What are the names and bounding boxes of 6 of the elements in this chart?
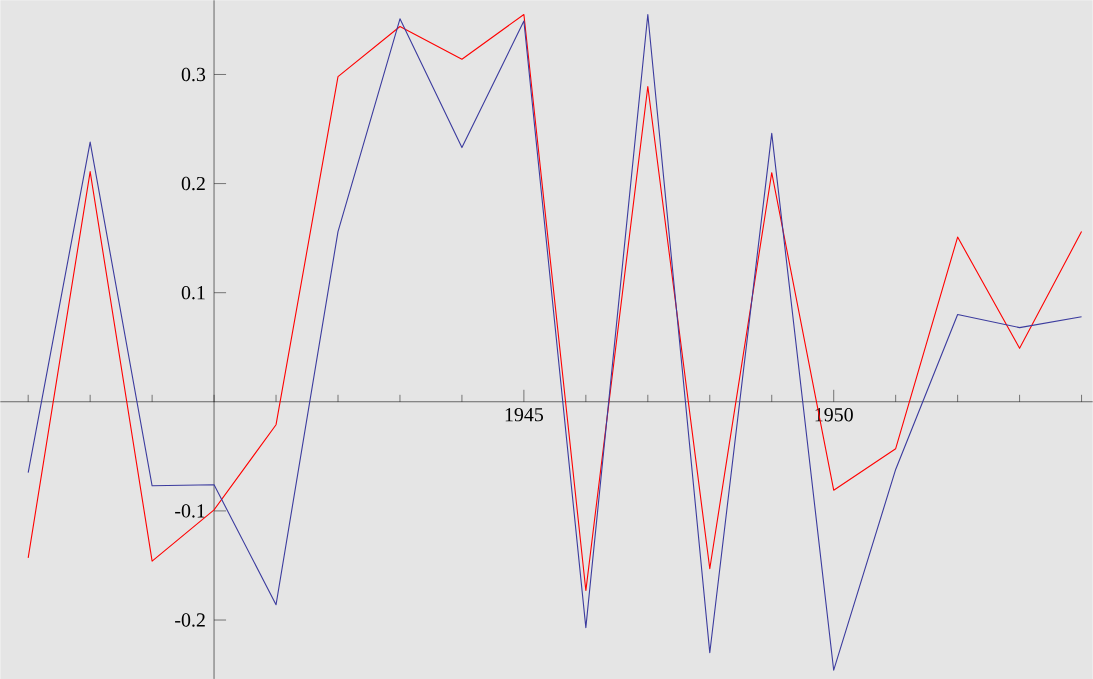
y-tick-label: -0.2 — [175, 613, 205, 627]
x-tick-label: 1945 — [505, 407, 544, 422]
y-tick-label: 0.3 — [181, 67, 206, 82]
y-tick-label: 0.2 — [181, 176, 205, 191]
y-tick-label: 0.1 — [181, 285, 205, 300]
y-tick-label: -0.1 — [175, 504, 205, 518]
